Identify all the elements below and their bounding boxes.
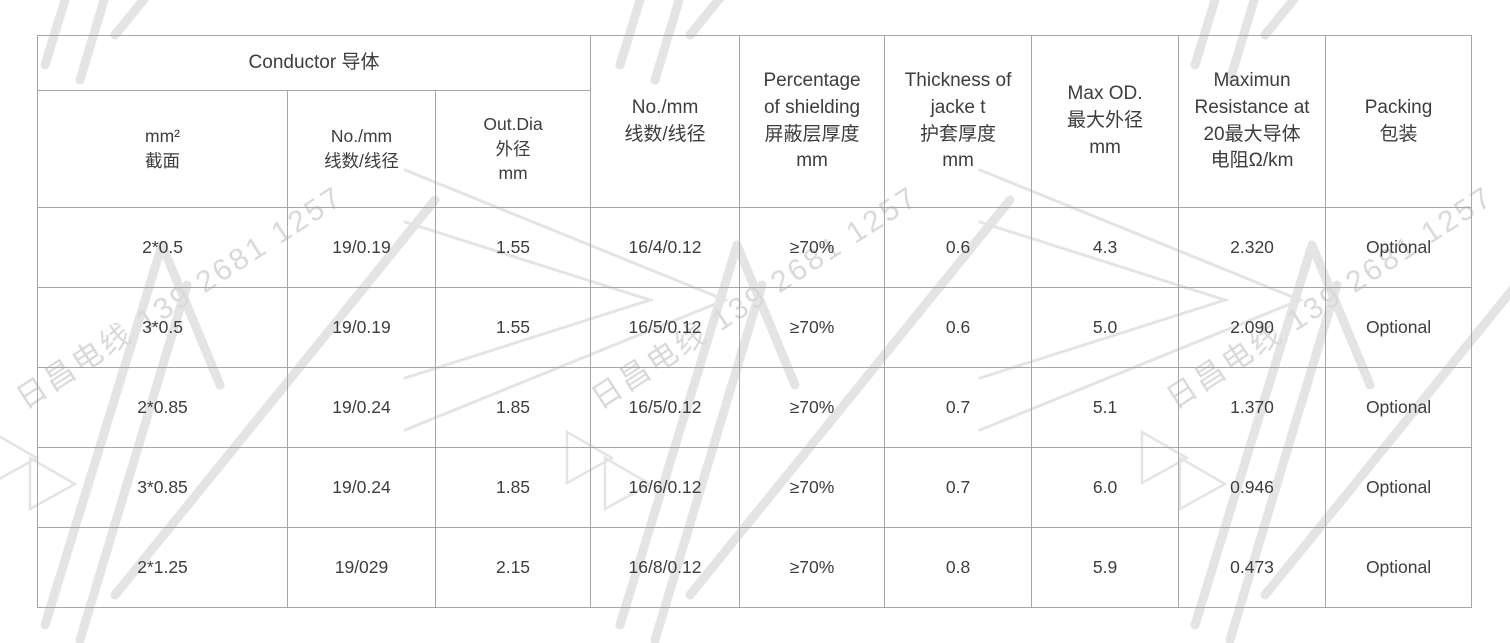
table-cell: 0.7	[884, 367, 1033, 448]
table-cell: 3*0.85	[37, 447, 288, 528]
table-cell: 0.946	[1178, 447, 1327, 528]
table-cell: 16/6/0.12	[590, 447, 741, 528]
header-out-dia: Out.Dia 外径 mm	[434, 90, 592, 208]
table-cell: 0.7	[884, 447, 1033, 528]
header-packing: Packing 包装	[1325, 35, 1473, 208]
table-cell: 3*0.5	[37, 287, 288, 368]
table-cell: 0.473	[1178, 527, 1327, 608]
table-cell: ≥70%	[739, 447, 886, 528]
table-cell: 16/5/0.12	[590, 287, 741, 368]
table-cell: 2.090	[1178, 287, 1327, 368]
table-cell: ≥70%	[739, 207, 886, 288]
table-cell: 2.15	[434, 527, 592, 608]
header-max-od: Max OD. 最大外径 mm	[1031, 35, 1180, 208]
header-max-resistance: Maximun Resistance at 20最大导体 电阻Ω/km	[1178, 35, 1327, 208]
header-jacket-thickness: Thickness of jacke t 护套厚度 mm	[884, 35, 1033, 208]
table-cell: 5.0	[1031, 287, 1180, 368]
table-header-row-1: Conductor 导体 No./mm 线数/线径 Percentage of …	[36, 35, 1473, 208]
table-cell: 19/0.19	[287, 207, 436, 288]
table-cell: 2*0.85	[37, 367, 288, 448]
table-row: 3*0.5 19/0.19 1.55 16/5/0.12 ≥70% 0.6 5.…	[37, 287, 1473, 368]
table-cell: ≥70%	[739, 527, 886, 608]
table-cell: 2*1.25	[37, 527, 288, 608]
header-conductor-group: Conductor 导体	[36, 35, 592, 91]
table-cell: 19/0.24	[287, 367, 436, 448]
table-cell: 19/029	[287, 527, 436, 608]
table-cell: 1.370	[1178, 367, 1327, 448]
table-cell: 5.9	[1031, 527, 1180, 608]
table-cell: ≥70%	[739, 287, 886, 368]
table-cell: Optional	[1325, 207, 1473, 288]
table-cell: 16/8/0.12	[590, 527, 741, 608]
table-cell: 19/0.24	[287, 447, 436, 528]
table-cell: 16/4/0.12	[590, 207, 741, 288]
table-cell: 4.3	[1031, 207, 1180, 288]
table-cell: 1.55	[434, 287, 592, 368]
header-conductor-strands: No./mm 线数/线径	[287, 90, 436, 208]
table-cell: 19/0.19	[287, 287, 436, 368]
table-cell: ≥70%	[739, 367, 886, 448]
table-row: 2*0.85 19/0.24 1.85 16/5/0.12 ≥70% 0.7 5…	[37, 367, 1473, 448]
table-cell: 6.0	[1031, 447, 1180, 528]
table-cell: 2*0.5	[37, 207, 288, 288]
header-shield-percentage: Percentage of shielding 屏蔽层厚度 mm	[739, 35, 886, 208]
table-cell: 1.85	[434, 447, 592, 528]
table-cell: Optional	[1325, 287, 1473, 368]
cable-spec-table: Conductor 导体 No./mm 线数/线径 Percentage of …	[36, 35, 1473, 608]
table-row: 3*0.85 19/0.24 1.85 16/6/0.12 ≥70% 0.7 6…	[37, 447, 1473, 528]
table-cell: Optional	[1325, 447, 1473, 528]
table-cell: 16/5/0.12	[590, 367, 741, 448]
table-cell: Optional	[1325, 367, 1473, 448]
table-cell: 1.55	[434, 207, 592, 288]
table-cell: 0.6	[884, 207, 1033, 288]
table-cell: 2.320	[1178, 207, 1327, 288]
table-cell: 1.85	[434, 367, 592, 448]
table-cell: 5.1	[1031, 367, 1180, 448]
table-cell: 0.8	[884, 527, 1033, 608]
table-row: 2*0.5 19/0.19 1.55 16/4/0.12 ≥70% 0.6 4.…	[37, 207, 1473, 288]
table-row: 2*1.25 19/029 2.15 16/8/0.12 ≥70% 0.8 5.…	[37, 527, 1473, 608]
table-cell: Optional	[1325, 527, 1473, 608]
header-cross-section: mm² 截面	[37, 90, 288, 208]
header-shield-strands: No./mm 线数/线径	[590, 35, 741, 208]
table-cell: 0.6	[884, 287, 1033, 368]
